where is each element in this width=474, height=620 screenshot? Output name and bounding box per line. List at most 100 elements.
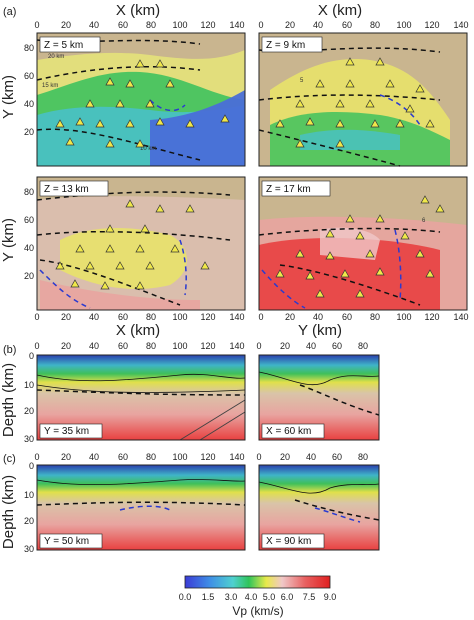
svg-text:80: 80 <box>358 452 368 462</box>
svg-text:100: 100 <box>172 312 187 322</box>
svg-text:0: 0 <box>34 341 39 351</box>
svg-text:60: 60 <box>342 312 352 322</box>
depth-axis-title-b: Depth (km) <box>0 363 17 437</box>
svg-text:100: 100 <box>172 20 187 30</box>
svg-text:80: 80 <box>370 20 380 30</box>
svg-text:60: 60 <box>118 20 128 30</box>
x-axis-title-map-right: X (km) <box>318 2 362 19</box>
map-panel-z5: 20 km 15 km 10 km Z = 5 km <box>36 32 246 167</box>
depth-ticks-c: 0 10 20 30 <box>24 461 34 554</box>
svg-text:140: 140 <box>453 312 468 322</box>
map-label-z17: Z = 17 km <box>266 184 311 195</box>
svg-text:7.5: 7.5 <box>303 592 316 602</box>
svg-text:0: 0 <box>29 351 34 361</box>
svg-text:30: 30 <box>24 434 34 444</box>
svg-text:140: 140 <box>229 341 244 351</box>
svg-text:0.0: 0.0 <box>179 592 192 602</box>
svg-text:20: 20 <box>285 312 295 322</box>
colorbar-title: Vp (km/s) <box>232 604 283 618</box>
y-axis-title-row1: Y (km) <box>0 75 17 119</box>
svg-text:100: 100 <box>172 341 187 351</box>
svg-text:3.0: 3.0 <box>225 592 238 602</box>
map-label-z5: Z = 5 km <box>44 40 83 51</box>
svg-text:20: 20 <box>24 271 34 281</box>
y-axis-title-section: Y (km) <box>298 322 342 339</box>
svg-text:80: 80 <box>24 43 34 53</box>
svg-text:40: 40 <box>306 452 316 462</box>
colorbar: 0.0 1.5 3.0 4.0 5.0 6.0 7.5 9.0 Vp (km/s… <box>179 575 337 618</box>
svg-text:120: 120 <box>424 312 439 322</box>
svg-text:6.0: 6.0 <box>281 592 294 602</box>
svg-text:140: 140 <box>229 312 244 322</box>
svg-text:120: 120 <box>200 312 215 322</box>
svg-text:1.5: 1.5 <box>202 592 215 602</box>
svg-text:10: 10 <box>24 490 34 500</box>
svg-text:0: 0 <box>34 20 39 30</box>
svg-text:120: 120 <box>424 20 439 30</box>
svg-text:40: 40 <box>24 243 34 253</box>
svg-text:60: 60 <box>24 215 34 225</box>
map-panel-z9: 5 Z = 9 km <box>258 32 468 167</box>
svg-text:40: 40 <box>89 312 99 322</box>
svg-text:20: 20 <box>61 452 71 462</box>
y-ticks-row2: 80 60 40 20 <box>24 187 34 281</box>
y-axis-title-row2: Y (km) <box>0 218 17 262</box>
panel-label-b: (b) <box>3 344 16 356</box>
svg-text:80: 80 <box>146 312 156 322</box>
top-ticks-left: 0 20 40 60 80 100 120 140 <box>34 20 244 30</box>
svg-text:140: 140 <box>229 452 244 462</box>
svg-text:5.0: 5.0 <box>263 592 276 602</box>
section-label-y50: Y = 50 km <box>44 536 89 547</box>
svg-text:40: 40 <box>313 20 323 30</box>
svg-text:0: 0 <box>34 312 39 322</box>
svg-text:40: 40 <box>89 20 99 30</box>
svg-text:80: 80 <box>146 20 156 30</box>
section-label-x90: X = 90 km <box>266 536 311 547</box>
svg-text:40: 40 <box>89 341 99 351</box>
svg-text:60: 60 <box>332 452 342 462</box>
svg-text:9.0: 9.0 <box>324 592 337 602</box>
map-label-z13: Z = 13 km <box>44 184 89 195</box>
svg-text:120: 120 <box>200 341 215 351</box>
svg-text:20: 20 <box>24 406 34 416</box>
svg-text:40: 40 <box>89 452 99 462</box>
svg-text:120: 120 <box>200 452 215 462</box>
svg-text:60: 60 <box>118 452 128 462</box>
depth-ticks-b: 0 10 20 30 <box>24 351 34 444</box>
section-b-ticks: 0 20 40 60 80 100 120 140 0 20 40 60 80 <box>34 341 368 351</box>
svg-text:40: 40 <box>24 99 34 109</box>
svg-text:0: 0 <box>256 341 261 351</box>
svg-text:20: 20 <box>24 516 34 526</box>
section-x90: X = 90 km <box>258 464 380 551</box>
svg-text:140: 140 <box>453 20 468 30</box>
svg-text:40: 40 <box>313 312 323 322</box>
x-axis-title-map-left: X (km) <box>116 2 160 19</box>
panel-label-c: (c) <box>3 453 16 465</box>
svg-text:0: 0 <box>256 452 261 462</box>
svg-text:10 km: 10 km <box>140 146 156 152</box>
svg-text:80: 80 <box>370 312 380 322</box>
top-ticks-right: 0 20 40 60 80 100 120 140 <box>258 20 468 30</box>
map-panel-z17: 6 Z = 17 km <box>258 176 468 311</box>
svg-text:100: 100 <box>396 312 411 322</box>
svg-text:20: 20 <box>61 341 71 351</box>
svg-text:20: 20 <box>61 312 71 322</box>
svg-text:60: 60 <box>118 341 128 351</box>
x-axis-title-section: X (km) <box>116 322 160 339</box>
svg-text:5: 5 <box>300 78 304 84</box>
svg-text:60: 60 <box>118 312 128 322</box>
map-panel-z13: Z = 13 km <box>36 176 246 311</box>
svg-text:20: 20 <box>24 127 34 137</box>
depth-axis-title-c: Depth (km) <box>0 475 17 549</box>
section-x60: X = 60 km <box>258 354 380 441</box>
svg-text:40: 40 <box>306 341 316 351</box>
map-label-z9: Z = 9 km <box>266 40 305 51</box>
svg-text:0: 0 <box>258 312 263 322</box>
svg-text:120: 120 <box>200 20 215 30</box>
svg-text:0: 0 <box>34 452 39 462</box>
section-label-y35: Y = 35 km <box>44 426 89 437</box>
svg-text:0: 0 <box>258 20 263 30</box>
panel-label-a: (a) <box>3 6 16 18</box>
svg-text:20: 20 <box>280 452 290 462</box>
